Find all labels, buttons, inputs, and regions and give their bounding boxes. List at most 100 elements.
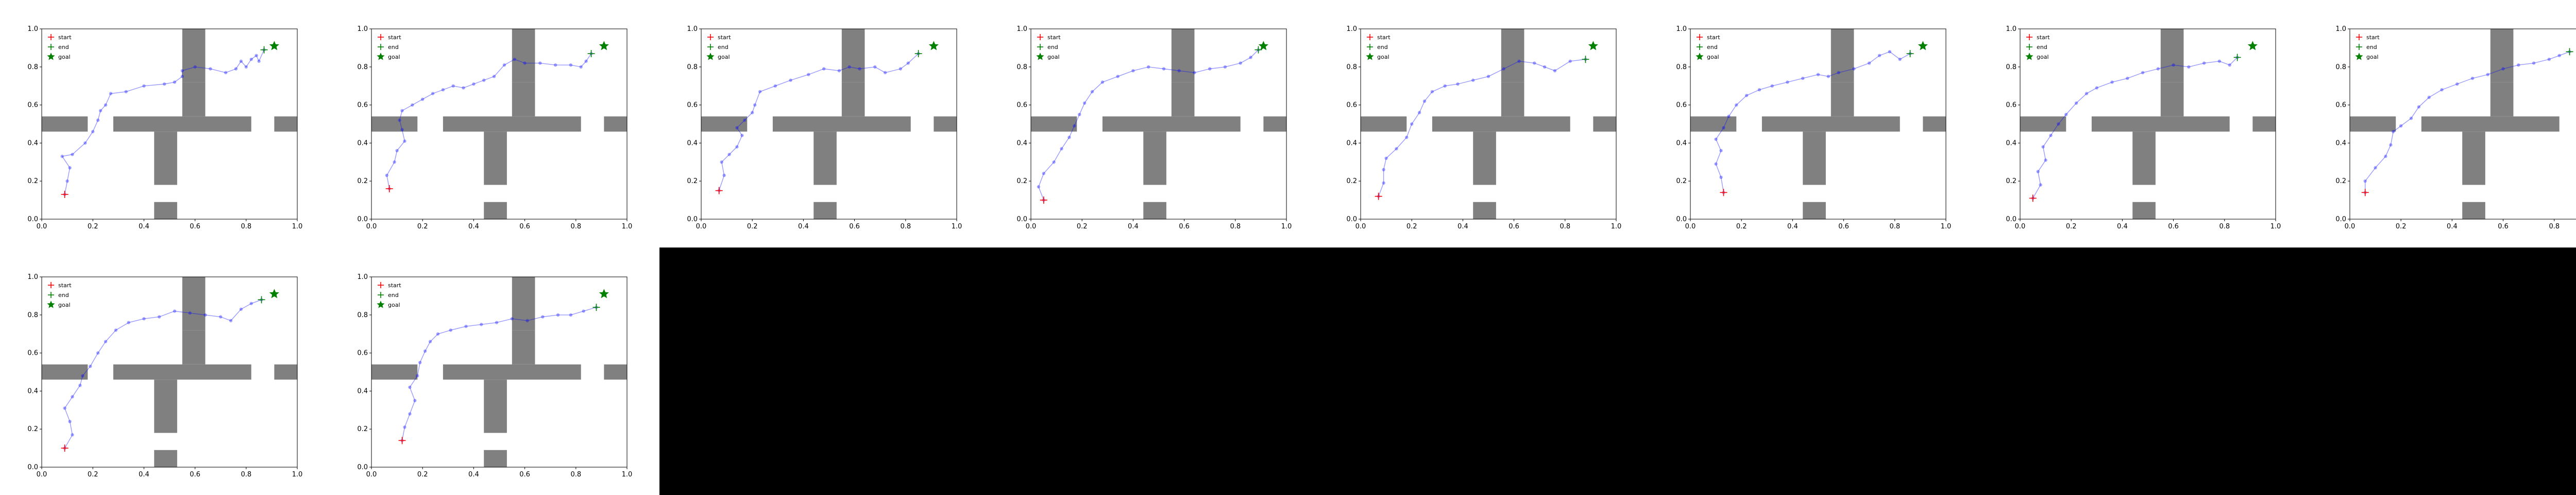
x-tick-label: 1.0 — [292, 471, 303, 478]
y-tick-label: 0.0 — [1016, 216, 1027, 223]
y-tick-label: 1.0 — [1676, 25, 1687, 33]
trajectory-point — [2039, 183, 2042, 187]
trajectory-point — [63, 406, 66, 410]
x-tick-label: 0.2 — [2066, 223, 2077, 230]
obstacle-8 — [154, 450, 177, 467]
trajectory-point — [1131, 69, 1135, 73]
obstacle-7 — [2462, 131, 2485, 185]
trajectory-point — [408, 385, 412, 389]
trajectory-point — [2455, 82, 2459, 86]
y-tick-label: 0.2 — [357, 177, 368, 185]
axes-frame — [1360, 28, 1617, 220]
x-tick-label: 0.6 — [1838, 223, 1849, 230]
axes-frame — [2020, 28, 2276, 220]
legend: start end goal — [706, 34, 731, 60]
trajectory-point — [239, 307, 243, 311]
x-tick-label: 0.0 — [366, 223, 377, 230]
obstacle-5 — [182, 29, 206, 44]
obstacle-2 — [443, 364, 581, 380]
trajectory-point — [428, 340, 432, 343]
trajectory-point — [224, 71, 228, 75]
x-tick-label: 1.0 — [1941, 223, 1952, 230]
obstacle-6 — [512, 330, 535, 365]
trajectory-point — [398, 118, 401, 122]
legend-label: goal — [58, 302, 71, 308]
panel-7: 0.0 0.2 0.4 0.6 0.8 1.0 0.0 0.2 0.4 0.6 0.8 1.0 star… — [2006, 25, 2281, 230]
y-tick-label: 0.6 — [2006, 102, 2016, 109]
trajectory-line — [1038, 50, 1259, 201]
trajectory-point — [71, 433, 74, 437]
legend-end-marker — [48, 44, 54, 50]
legend-end-marker — [1697, 44, 1703, 50]
trajectory-point — [418, 360, 422, 365]
trajectory-point — [1078, 112, 1081, 117]
trajectory-point — [1410, 122, 1414, 126]
trajectory-point — [127, 321, 130, 324]
trajectory-point — [234, 67, 238, 71]
x-tick-label: 0.6 — [1509, 223, 1519, 230]
legend-end-marker — [2026, 44, 2032, 50]
legend-label: end — [388, 292, 399, 299]
trajectory-point — [1382, 168, 1385, 172]
obstacle-2 — [113, 364, 251, 380]
trajectory-point — [837, 69, 841, 73]
trajectory-point — [96, 351, 100, 355]
obstacle-7 — [484, 131, 507, 185]
legend-start-marker — [48, 34, 54, 40]
legend: start end goal — [377, 282, 401, 308]
legend-label: end — [718, 44, 728, 51]
obstacles — [2350, 29, 2560, 219]
x-tick-label: 0.8 — [2549, 223, 2560, 230]
y-tick-label: 0.4 — [687, 139, 698, 147]
trajectory-point — [2384, 155, 2387, 158]
goal-marker — [1258, 41, 1268, 51]
y-tick-label: 1.0 — [27, 25, 38, 33]
legend-goal-marker — [706, 53, 715, 60]
obstacle-4 — [1171, 44, 1195, 82]
x-tick-label: 0.2 — [88, 471, 98, 478]
x-tick-label: 0.2 — [1406, 223, 1417, 230]
obstacle-2 — [2091, 116, 2230, 132]
trajectory-point — [180, 69, 184, 73]
trajectory-point — [1052, 160, 1056, 164]
legend-goal-marker — [1366, 53, 1374, 60]
start-marker — [1720, 189, 1727, 196]
trajectory-line — [64, 299, 262, 449]
trajectory-line — [1378, 59, 1586, 196]
trajectory-point — [2156, 67, 2160, 71]
obstacle-1 — [2350, 116, 2396, 132]
trajectory-line — [2365, 51, 2570, 193]
panel-2: 0.0 0.2 0.4 0.6 0.8 1.0 0.0 0.2 0.4 0.6 0.8 1.0 star… — [357, 25, 632, 230]
trajectory-point — [848, 65, 851, 69]
trajectory-point — [142, 317, 146, 321]
trajectory-point — [89, 365, 92, 368]
axes-frame — [2349, 28, 2576, 220]
legend-label: start — [58, 34, 72, 41]
y-tick-label: 0.8 — [1016, 63, 1027, 71]
legend-start-marker — [2026, 34, 2032, 40]
x-tick-label: 0.4 — [1128, 223, 1139, 230]
trajectory-point — [1502, 67, 1505, 71]
obstacle-8 — [1473, 202, 1496, 219]
x-tick-label: 0.6 — [2498, 223, 2509, 230]
start-marker — [1375, 192, 1382, 200]
trajectory-point — [1382, 181, 1385, 185]
trajectory-point — [257, 59, 261, 63]
obstacle-7 — [1803, 131, 1826, 185]
trajectory-point — [720, 160, 723, 164]
obstacle-3 — [1923, 116, 1946, 132]
trajectory-point — [2374, 166, 2377, 170]
trajectory-point — [2228, 63, 2231, 67]
trajectory-point — [735, 126, 739, 130]
y-tick-label: 0.0 — [687, 216, 698, 223]
trajectory-point — [1837, 71, 1840, 75]
trajectory-point — [1208, 67, 1212, 71]
obstacles — [2020, 29, 2276, 219]
y-tick-label: 1.0 — [357, 25, 368, 33]
trajectory-point — [71, 395, 74, 399]
trajectory-point — [60, 155, 64, 158]
y-tick-label: 0.0 — [357, 464, 368, 471]
legend-label: end — [1377, 44, 1388, 51]
trajectory-point — [1714, 137, 1718, 141]
obstacle-3 — [604, 116, 627, 132]
